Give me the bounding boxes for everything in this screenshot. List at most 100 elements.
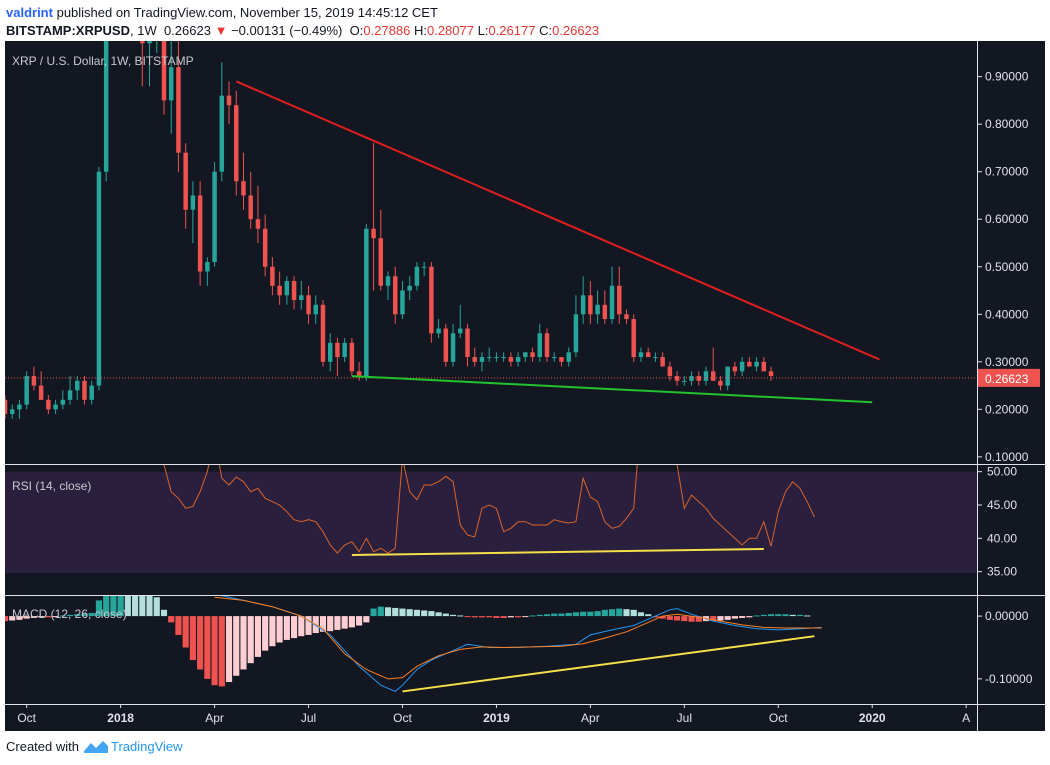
macd-histogram-bar <box>74 614 81 617</box>
last-price-label: 0.26623 <box>985 372 1029 386</box>
candle-body <box>299 295 304 301</box>
time-tick-label: Apr <box>581 711 600 725</box>
candle-body <box>190 195 196 210</box>
macd-tick-label: -0.10000 <box>985 672 1033 686</box>
macd-histogram-bar <box>594 611 601 617</box>
candle-body <box>75 380 80 391</box>
macd-pane[interactable]: 0.00000 -0.10000 <box>5 582 1033 693</box>
macd-histogram-bar <box>804 615 811 617</box>
macd-histogram-bar <box>9 616 16 621</box>
candle-body <box>270 266 275 286</box>
macd-histogram-bar <box>146 596 153 617</box>
macd-histogram-bar <box>182 616 189 648</box>
macd-histogram-bar <box>117 596 124 617</box>
time-tick-label: A <box>962 711 970 725</box>
candle-body <box>754 361 759 367</box>
macd-histogram-bar <box>406 609 413 617</box>
symbol-name: BITSTAMP:XRPUSD <box>6 23 130 38</box>
macd-histogram-bar <box>124 596 131 617</box>
macd-histogram-bar <box>189 616 196 661</box>
candle-body <box>414 266 420 286</box>
tradingview-link[interactable]: TradingView <box>110 738 183 754</box>
time-tick-label: Oct <box>769 711 788 725</box>
macd-histogram-bar <box>30 616 37 618</box>
macd-histogram-bar <box>197 616 204 670</box>
candle-body <box>508 357 514 362</box>
candle-body <box>356 371 362 377</box>
macd-histogram-bar <box>601 609 608 617</box>
low-label: L: <box>477 23 489 38</box>
candle-body <box>472 357 477 362</box>
rsi-pane[interactable]: 50.00 45.00 40.00 35.00 <box>163 418 1017 579</box>
candle-body <box>501 357 506 359</box>
macd-histogram-bar <box>775 614 782 617</box>
macd-histogram-bar <box>637 612 645 617</box>
chart-title: XRP / U.S. Dollar, 1W, BITSTAMP <box>12 54 194 68</box>
macd-histogram-bar <box>269 616 276 647</box>
macd-histogram-bar <box>370 608 377 617</box>
macd-histogram-bar <box>276 616 283 643</box>
candle-body <box>349 342 355 372</box>
macd-histogram-bar <box>536 614 543 617</box>
publish-info: valdrint published on TradingView.com, N… <box>6 5 438 20</box>
macd-label: MACD (12, 26, close) <box>12 607 127 621</box>
candle-body <box>450 333 456 362</box>
candle-body <box>212 171 217 263</box>
macd-divergence-line <box>402 635 815 693</box>
price-axis[interactable]: 0.90000 0.80000 0.70000 0.60000 0.50000 0.400… <box>977 70 1040 464</box>
macd-histogram-bar <box>464 616 471 618</box>
rsi-tick-label: 45.00 <box>987 498 1017 512</box>
candle-body <box>255 219 261 229</box>
last-price-badge <box>978 368 1040 387</box>
macd-histogram-bar <box>551 613 558 617</box>
candle-body <box>226 95 232 106</box>
interval: 1W <box>137 23 157 38</box>
candle-body <box>96 171 102 386</box>
macd-histogram-bar <box>572 612 579 617</box>
open-label: O: <box>349 23 364 38</box>
candle-body <box>667 366 673 377</box>
candle-body <box>638 352 644 358</box>
author-name[interactable]: valdrint <box>6 5 53 20</box>
macd-histogram-bar <box>796 614 804 617</box>
candle-body <box>46 399 51 410</box>
candle-body <box>436 328 441 334</box>
candle-body <box>725 366 730 386</box>
candle-body <box>429 266 434 334</box>
candle-body <box>710 371 716 381</box>
candle-body <box>443 328 449 362</box>
close-label: C: <box>539 23 553 38</box>
price-chart[interactable]: 0.90000 0.80000 0.70000 0.60000 0.50000 0.400… <box>5 41 1045 731</box>
candle-body <box>559 357 564 362</box>
macd-histogram-bar <box>435 612 442 617</box>
trendlines[interactable] <box>5 80 977 404</box>
macd-histogram-bar <box>710 616 717 622</box>
open-value: 0.27886 <box>363 23 411 38</box>
macd-histogram-bar <box>348 616 355 628</box>
macd-histogram-bar <box>38 616 45 618</box>
candle-body <box>219 95 225 172</box>
macd-histogram-bar <box>659 616 666 619</box>
macd-histogram-bar <box>5 616 9 622</box>
macd-histogram-bar <box>674 616 681 621</box>
macd-histogram-bar <box>153 597 160 617</box>
candle-body <box>551 357 557 359</box>
rsi-tick-label: 50.00 <box>987 465 1017 479</box>
candle-body <box>732 366 738 372</box>
rsi-series <box>163 465 815 554</box>
candle-body <box>147 41 152 44</box>
time-axis[interactable]: Oct 2018 Apr Jul Oct 2019 Apr Jul Oct 2020 A <box>17 704 970 725</box>
candle-body <box>595 304 600 315</box>
candle-body <box>103 41 109 172</box>
macd-histogram-bar <box>110 596 117 617</box>
time-tick-label: 2020 <box>859 711 886 725</box>
candle-body <box>277 285 282 296</box>
macd-histogram-bar <box>478 616 486 618</box>
macd-histogram-bar <box>529 615 536 617</box>
macd-histogram-bar <box>587 611 594 617</box>
price-tick-label: 0.60000 <box>985 212 1029 226</box>
macd-histogram-bar <box>139 596 146 617</box>
last-price: 0.26623 <box>163 23 211 38</box>
close-value: 0.26623 <box>552 23 600 38</box>
candle-body <box>674 376 680 381</box>
